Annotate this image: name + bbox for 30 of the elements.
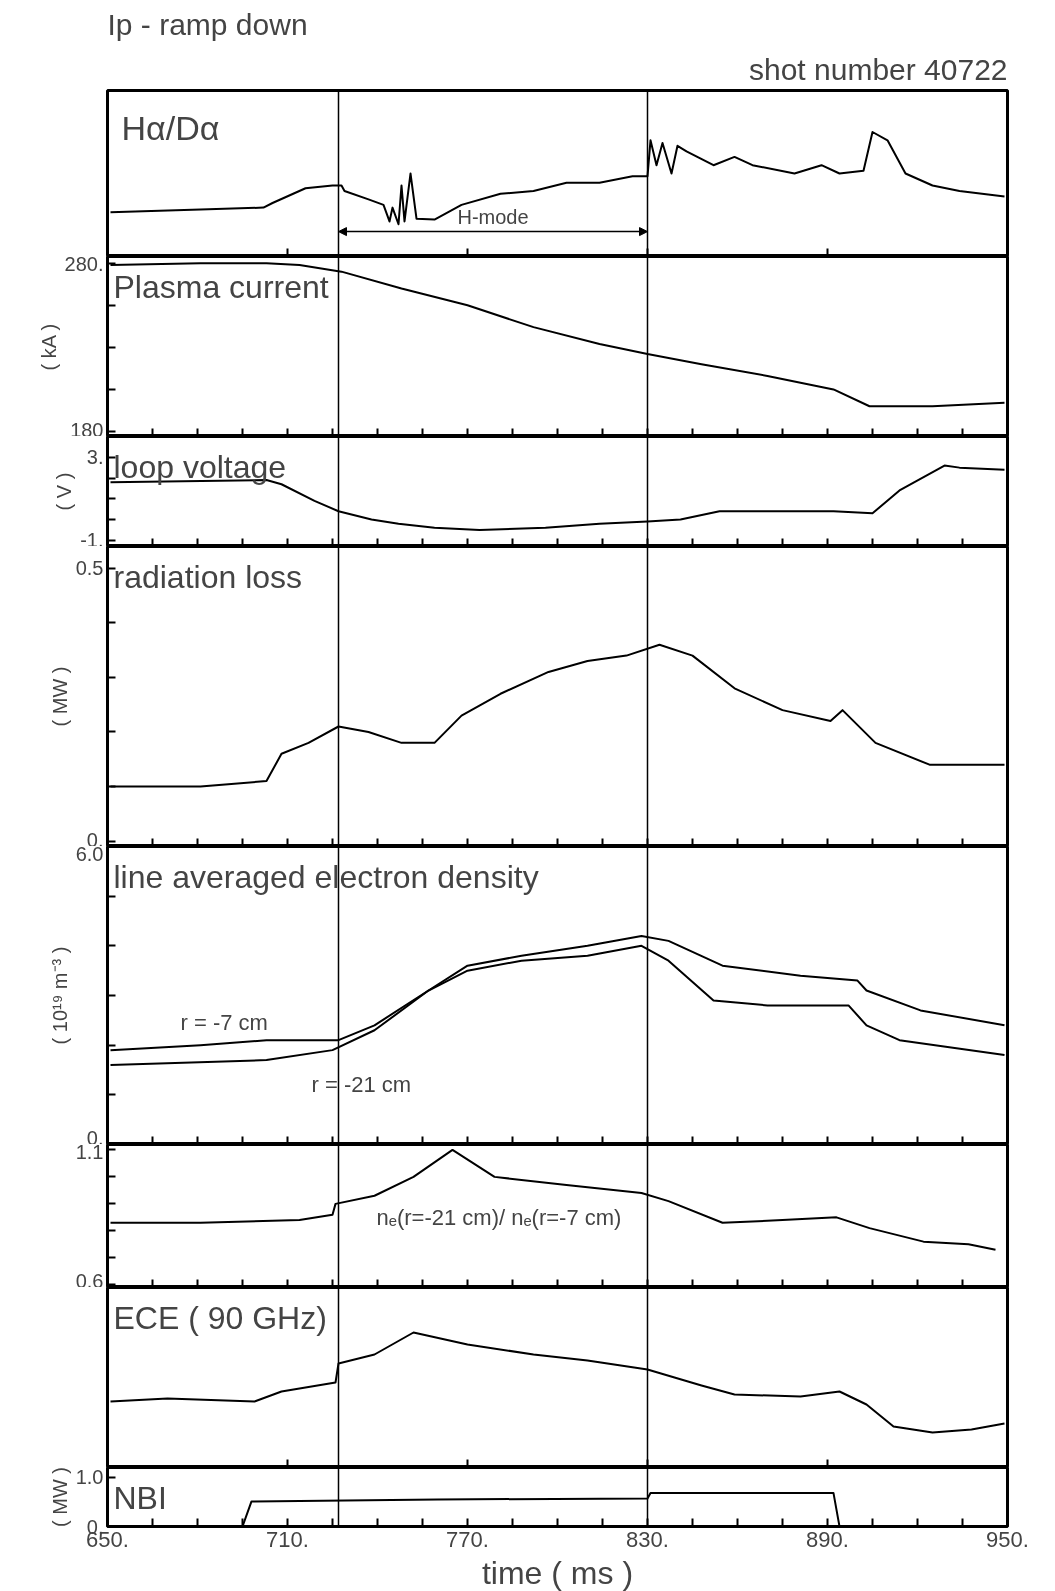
chart-title: NBI bbox=[113, 1479, 167, 1516]
y-tick-label: 0.5 bbox=[75, 557, 104, 580]
y-axis-title: ( kA ) bbox=[37, 323, 60, 371]
chart-title: loop voltage bbox=[113, 448, 287, 485]
chart-title: radiation loss bbox=[113, 558, 303, 595]
x-axis-title: time ( ms ) bbox=[481, 1554, 634, 1591]
series-label: nₑ(r=-21 cm)/ nₑ(r=-7 cm) bbox=[376, 1204, 622, 1230]
y-tick-label: 0.6 bbox=[75, 1269, 104, 1292]
annotation: Hα/Dα bbox=[121, 108, 220, 147]
x-tick-label: 890. bbox=[806, 1526, 849, 1552]
x-tick-label: 830. bbox=[626, 1526, 669, 1552]
chart-title: ECE ( 90 GHz) bbox=[113, 1299, 327, 1336]
y-tick-label: 180 bbox=[70, 418, 104, 441]
y-axis-title: ( MW ) bbox=[48, 1467, 71, 1527]
y-axis-title: ( 10¹⁹ m⁻³ ) bbox=[48, 946, 71, 1045]
x-tick-label: 950. bbox=[986, 1526, 1029, 1552]
y-tick-label: 280. bbox=[64, 252, 104, 275]
chart-title: Ip - ramp down bbox=[107, 7, 308, 41]
y-axis-title: ( MW ) bbox=[48, 666, 71, 727]
chart-title: Plasma current bbox=[113, 268, 329, 305]
y-tick-label: 1.0 bbox=[75, 1466, 104, 1489]
annotation: H-mode bbox=[457, 205, 529, 228]
y-tick-label: 3. bbox=[86, 446, 104, 469]
chart-subtitle: shot number 40722 bbox=[748, 52, 1008, 86]
series-label: r = -7 cm bbox=[180, 1010, 268, 1036]
y-axis-title: ( V ) bbox=[53, 472, 76, 511]
y-tick-label: -1. bbox=[80, 528, 104, 551]
x-tick-label: 710. bbox=[266, 1526, 309, 1552]
series-label: r = -21 cm bbox=[311, 1072, 412, 1098]
x-tick-label: 770. bbox=[446, 1526, 489, 1552]
